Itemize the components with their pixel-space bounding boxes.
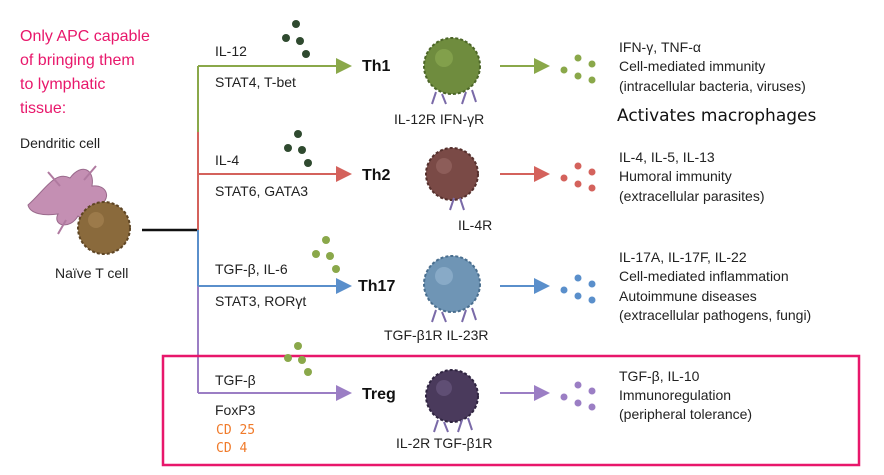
treg-input-dots (284, 342, 312, 376)
th1-factors: STAT4, T-bet (215, 74, 296, 90)
th1-output-dots (560, 54, 596, 84)
treg-cytokine: TGF-β (215, 372, 256, 388)
th2-input-dots (284, 130, 312, 167)
th2-cell-icon (425, 147, 479, 211)
dendritic-cell-label: Dendritic cell (20, 135, 100, 151)
annotation-line-3: to lymphatic (20, 76, 105, 93)
treg-receptors: IL-2R TGF-β1R (396, 435, 492, 451)
treg-output-line-2: Immunoregulation (619, 387, 731, 403)
treg-factors: FoxP3 (215, 402, 256, 418)
th17-cytokine: TGF-β, IL-6 (215, 261, 288, 277)
treg-output-line-3: (peripheral tolerance) (619, 406, 752, 422)
th2-output-line-3: (extracellular parasites) (619, 188, 765, 204)
th17-output-line-1: IL-17A, IL-17F, IL-22 (619, 249, 747, 265)
th2-receptors: IL-4R (458, 217, 492, 233)
th17-input-dots (312, 236, 340, 273)
th2-output-line-2: Humoral immunity (619, 168, 732, 184)
treg-output-dots (560, 381, 596, 411)
annotation-line-2: of bringing them (20, 52, 135, 69)
th1-input-dots (282, 20, 310, 58)
th1-output-line-1: IFN-γ, TNF-α (619, 39, 701, 55)
th2-cytokine: IL-4 (215, 152, 239, 168)
th1-cell-icon (423, 37, 481, 105)
th17-output-line-2: Cell-mediated inflammation (619, 268, 789, 284)
th2-output-dots (560, 162, 596, 192)
treg-handwritten-cd4: CD 4 (216, 441, 247, 456)
th17-subset-label: Th17 (358, 278, 395, 295)
th17-factors: STAT3, RORγt (215, 293, 306, 309)
th17-receptors: TGF-β1R IL-23R (384, 327, 489, 343)
naive-t-cell-label: Naïve T cell (55, 265, 128, 281)
annotation-line-1: Only APC capable (20, 28, 150, 45)
naive-t-cell-icon (77, 201, 131, 255)
th17-output-line-3: Autoimmune diseases (619, 288, 757, 304)
th1-extra-note: Activates macrophages (617, 106, 817, 126)
annotation-note: Only APC capable of bringing them to lym… (20, 28, 150, 117)
th17-cell-icon (423, 255, 481, 323)
th1-output-line-2: Cell-mediated immunity (619, 58, 765, 74)
treg-subset-label: Treg (362, 386, 396, 403)
th1-cytokine: IL-12 (215, 43, 247, 59)
annotation-line-4: tissue: (20, 100, 66, 117)
treg-cell-icon (425, 369, 479, 433)
th1-output-line-3: (intracellular bacteria, viruses) (619, 78, 806, 94)
th17-output-line-4: (extracellular pathogens, fungi) (619, 307, 811, 323)
th1-subset-label: Th1 (362, 58, 391, 75)
th2-subset-label: Th2 (362, 167, 391, 184)
treg-output-line-1: TGF-β, IL-10 (619, 368, 700, 384)
th2-output-line-1: IL-4, IL-5, IL-13 (619, 149, 715, 165)
th2-factors: STAT6, GATA3 (215, 183, 308, 199)
th17-output-dots (560, 274, 596, 304)
th1-receptors: IL-12R IFN-γR (394, 111, 484, 127)
treg-handwritten-cd25: CD 25 (216, 423, 255, 438)
treg-highlight-box (161, 354, 861, 467)
